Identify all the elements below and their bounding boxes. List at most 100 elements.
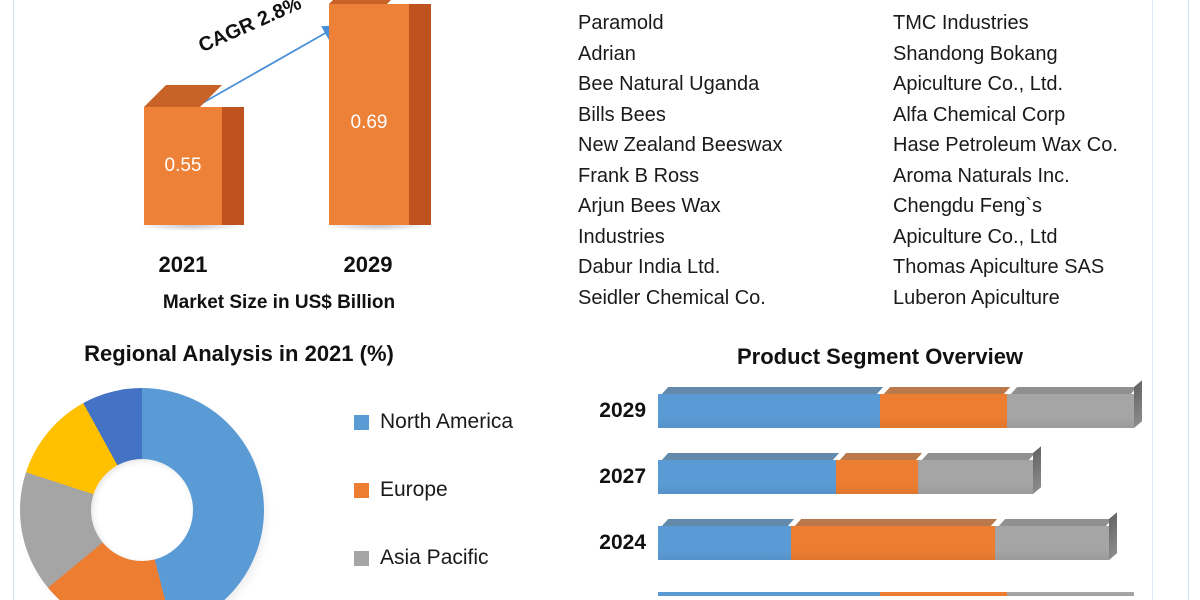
list-item: Arjun Bees Wax bbox=[578, 195, 721, 217]
segment-piece bbox=[791, 519, 998, 560]
list-item: New Zealand Beeswax bbox=[578, 134, 783, 156]
list-item: Apiculture Co., Ltd bbox=[893, 225, 1058, 248]
column-front-face: 0.55 bbox=[144, 107, 222, 225]
segment-bar bbox=[658, 512, 1117, 560]
segment-piece-face bbox=[994, 526, 1109, 560]
legend-label: North America bbox=[380, 410, 514, 433]
list-item: Paramold bbox=[578, 12, 664, 34]
segment-bar bbox=[658, 592, 1135, 596]
segment-piece-face bbox=[1007, 592, 1135, 596]
segment-piece-face bbox=[791, 526, 995, 560]
list-item: Industries bbox=[578, 225, 665, 248]
frame-border-inner bbox=[1152, 0, 1153, 600]
regional-analysis-chart: Regional Analysis in 2021 (%) North Amer… bbox=[14, 330, 579, 600]
segment-piece-face bbox=[880, 592, 1008, 596]
regional-chart-title: Regional Analysis in 2021 (%) bbox=[84, 341, 394, 366]
list-item: Seidler Chemical Co. bbox=[578, 286, 766, 309]
legend-item-europe[interactable]: Europe bbox=[354, 456, 579, 524]
key-players-list: Paramold Adrian Bee Natural Uganda Bills… bbox=[578, 8, 1188, 328]
segment-bar-end-cap bbox=[1134, 380, 1143, 428]
donut-hole bbox=[91, 459, 193, 561]
segment-piece-top bbox=[998, 519, 1112, 526]
column-shadow bbox=[138, 221, 244, 231]
segment-piece bbox=[658, 519, 795, 560]
column-label-2029: 2029 bbox=[343, 252, 393, 277]
segment-piece bbox=[880, 592, 1008, 596]
list-item: Frank B Ross bbox=[578, 164, 700, 187]
segment-piece bbox=[918, 453, 1036, 494]
segment-bar-end-cap bbox=[1032, 446, 1041, 494]
column-top-face bbox=[329, 0, 409, 4]
segment-piece bbox=[1007, 387, 1138, 428]
column-label-2021: 2021 bbox=[158, 252, 208, 277]
list-item: Luberon Apiculture bbox=[893, 286, 1060, 309]
segment-piece bbox=[1007, 592, 1135, 596]
segment-piece-face bbox=[1007, 394, 1135, 428]
column-front-face: 0.69 bbox=[329, 4, 409, 225]
list-item: Chengdu Feng`s bbox=[893, 195, 1042, 217]
segment-piece bbox=[658, 592, 881, 596]
list-item: Shandong Bokang bbox=[893, 42, 1058, 65]
segment-piece-face bbox=[918, 460, 1033, 494]
segment-piece bbox=[994, 519, 1112, 560]
legend-swatch-europe bbox=[354, 482, 369, 498]
segment-piece-top bbox=[884, 387, 1011, 394]
frame-border-right bbox=[1188, 0, 1189, 600]
segment-bar bbox=[658, 446, 1041, 494]
segment-year-label: 2027 bbox=[599, 465, 646, 488]
segment-year-label: 2029 bbox=[599, 399, 646, 422]
segment-piece-top bbox=[1011, 387, 1138, 394]
column-side-face bbox=[222, 107, 244, 225]
segment-piece bbox=[835, 453, 922, 494]
segment-piece-top bbox=[661, 387, 884, 394]
list-item: Alfa Chemical Corp bbox=[893, 103, 1066, 126]
segment-piece bbox=[658, 453, 839, 494]
segment-piece-top bbox=[661, 519, 795, 526]
product-segment-chart: Product Segment Overview 2029 2027 2024 bbox=[580, 330, 1190, 600]
company-column-left: Paramold Adrian Bee Natural Uganda Bills… bbox=[578, 8, 883, 328]
segment-piece-top bbox=[795, 519, 998, 526]
frame-border-left bbox=[13, 0, 14, 600]
column-2029: 0.69 bbox=[323, 0, 431, 231]
list-item: Apiculture Co., Ltd. bbox=[893, 73, 1064, 95]
column-2021: 0.55 bbox=[138, 85, 244, 231]
segment-piece-top bbox=[839, 453, 922, 460]
segment-piece-face bbox=[880, 394, 1008, 428]
segment-bar bbox=[658, 380, 1143, 428]
column-side-face bbox=[409, 4, 431, 225]
donut-chart bbox=[20, 388, 270, 600]
column-value-2029: 0.69 bbox=[350, 112, 388, 133]
legend-swatch-north-america bbox=[354, 414, 369, 430]
cagr-arrow-icon bbox=[198, 25, 340, 106]
list-item: Dabur India Ltd. bbox=[578, 256, 721, 278]
legend-label: Asia Pacific bbox=[380, 546, 489, 569]
segment-piece bbox=[880, 387, 1011, 428]
segment-chart-title: Product Segment Overview bbox=[736, 344, 1024, 369]
column-top-face bbox=[144, 85, 222, 107]
list-item: Bills Bees bbox=[578, 103, 666, 126]
segment-piece-face bbox=[658, 460, 836, 494]
legend-label: Europe bbox=[380, 478, 448, 501]
segment-piece-top bbox=[922, 453, 1036, 460]
segment-year-label: 2024 bbox=[599, 531, 646, 554]
market-size-chart: 0.55 2021 0.69 2029 CAGR 2.8% Market Siz… bbox=[14, 0, 574, 330]
company-column-right: TMC Industries Shandong Bokang Apicultur… bbox=[883, 8, 1188, 328]
market-size-axis-title: Market Size in US$ Billion bbox=[162, 292, 396, 313]
column-value-2021: 0.55 bbox=[164, 155, 202, 176]
legend-item-asia-pacific[interactable]: Asia Pacific bbox=[354, 524, 579, 592]
regional-chart-legend: North America Europe Asia Pacific bbox=[354, 388, 579, 592]
list-item: Bee Natural Uganda bbox=[578, 73, 760, 95]
list-item: Hase Petroleum Wax Co. bbox=[893, 134, 1118, 156]
segment-piece bbox=[658, 387, 884, 428]
segment-piece-top bbox=[661, 453, 839, 460]
segment-piece-face bbox=[658, 526, 792, 560]
cagr-label: CAGR 2.8% bbox=[195, 0, 305, 58]
list-item: TMC Industries bbox=[893, 12, 1029, 34]
list-item: Aroma Naturals Inc. bbox=[893, 164, 1070, 187]
list-item: Adrian bbox=[578, 42, 636, 65]
list-item: Thomas Apiculture SAS bbox=[893, 256, 1105, 278]
segment-piece-face bbox=[658, 394, 881, 428]
legend-item-north-america[interactable]: North America bbox=[354, 388, 579, 456]
segment-piece-face bbox=[658, 592, 881, 596]
